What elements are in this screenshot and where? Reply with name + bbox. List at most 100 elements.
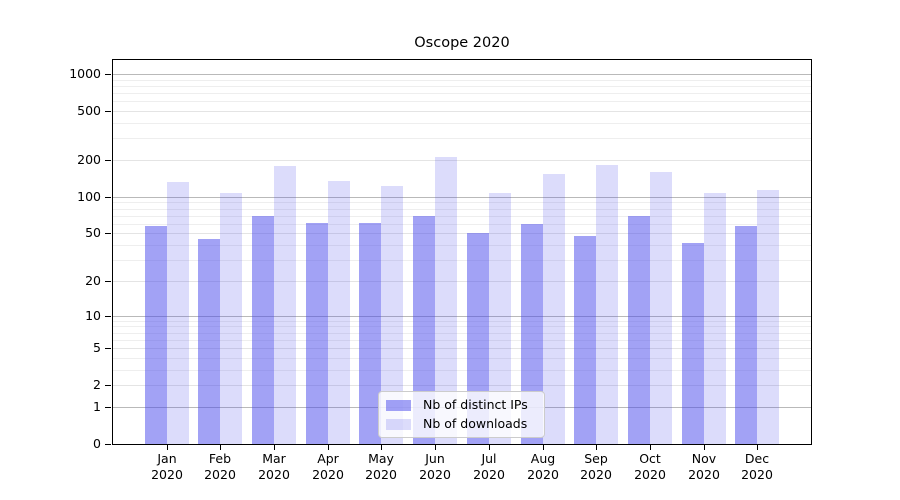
bar-distinct-ips-dec-2020 — [735, 226, 757, 444]
x-tick-jun-2020 — [435, 445, 436, 450]
gridline-100 — [113, 197, 811, 198]
x-label-jan-2020: Jan 2020 — [151, 451, 183, 482]
bar-downloads-apr-2020 — [328, 181, 350, 444]
gridline-minor-700 — [113, 93, 811, 94]
y-tick-1 — [105, 407, 111, 408]
x-tick-mar-2020 — [274, 445, 275, 450]
bar-distinct-ips-feb-2020 — [198, 239, 220, 444]
x-label-may-2020: May 2020 — [365, 451, 397, 482]
bar-downloads-feb-2020 — [220, 193, 242, 444]
gridline-1000 — [113, 74, 811, 75]
x-label-mar-2020: Mar 2020 — [258, 451, 290, 482]
gridline-minor-80 — [113, 209, 811, 210]
y-tick-0 — [105, 444, 111, 445]
gridline-minor-40 — [113, 245, 811, 246]
gridline-20 — [113, 281, 811, 282]
bar-downloads-may-2020 — [381, 186, 403, 444]
legend-label-distinct-ips: Nb of distinct IPs — [423, 397, 528, 412]
y-tick-1000 — [105, 74, 111, 75]
bar-distinct-ips-apr-2020 — [306, 223, 328, 444]
x-label-feb-2020: Feb 2020 — [204, 451, 236, 482]
gridline-200 — [113, 160, 811, 161]
gridline-minor-60 — [113, 224, 811, 225]
x-label-oct-2020: Oct 2020 — [634, 451, 666, 482]
gridline-minor-30 — [113, 260, 811, 261]
gridline-minor-800 — [113, 86, 811, 87]
legend-swatch-downloads-icon — [386, 418, 411, 430]
x-tick-apr-2020 — [328, 445, 329, 450]
gridline-minor-600 — [113, 101, 811, 102]
gridline-minor-400 — [113, 123, 811, 124]
bar-distinct-ips-jun-2020 — [413, 216, 435, 444]
x-tick-jan-2020 — [167, 445, 168, 450]
gridline-minor-70 — [113, 216, 811, 217]
x-tick-jul-2020 — [489, 445, 490, 450]
gridline-minor-900 — [113, 80, 811, 81]
y-tick-label-2: 2 — [93, 377, 101, 392]
x-label-jul-2020: Jul 2020 — [473, 451, 505, 482]
gridline-50 — [113, 233, 811, 234]
y-tick-label-10: 10 — [85, 308, 101, 323]
x-tick-aug-2020 — [543, 445, 544, 450]
gridline-minor-7 — [113, 333, 811, 334]
bar-downloads-mar-2020 — [274, 166, 296, 444]
legend: Nb of distinct IPs Nb of downloads — [378, 391, 545, 438]
bar-downloads-oct-2020 — [650, 172, 672, 444]
bar-distinct-ips-oct-2020 — [628, 216, 650, 444]
y-tick-200 — [105, 160, 111, 161]
x-tick-nov-2020 — [704, 445, 705, 450]
gridline-minor-300 — [113, 138, 811, 139]
bar-distinct-ips-may-2020 — [359, 223, 381, 444]
gridline-500 — [113, 111, 811, 112]
x-label-aug-2020: Aug 2020 — [527, 451, 559, 482]
y-tick-10 — [105, 316, 111, 317]
gridline-minor-6 — [113, 340, 811, 341]
y-tick-label-20: 20 — [85, 273, 101, 288]
bar-distinct-ips-aug-2020 — [521, 224, 543, 444]
gridline-5 — [113, 348, 811, 349]
bar-downloads-dec-2020 — [757, 190, 779, 444]
gridline-minor-4 — [113, 358, 811, 359]
gridline-minor-8 — [113, 326, 811, 327]
bar-downloads-jun-2020 — [435, 157, 457, 444]
y-tick-label-100: 100 — [77, 189, 101, 204]
bar-downloads-aug-2020 — [543, 174, 565, 444]
x-tick-feb-2020 — [220, 445, 221, 450]
gridline-10 — [113, 316, 811, 317]
y-tick-100 — [105, 197, 111, 198]
x-tick-dec-2020 — [757, 445, 758, 450]
chart-title: Oscope 2020 — [414, 35, 510, 51]
x-tick-may-2020 — [381, 445, 382, 450]
y-tick-label-0: 0 — [93, 436, 101, 451]
y-tick-label-1000: 1000 — [69, 66, 101, 81]
plot-area: Nb of distinct IPs Nb of downloads — [112, 59, 812, 445]
bar-downloads-nov-2020 — [704, 193, 726, 444]
gridline-2 — [113, 385, 811, 386]
x-label-apr-2020: Apr 2020 — [312, 451, 344, 482]
y-tick-label-5: 5 — [93, 340, 101, 355]
x-label-sep-2020: Sep 2020 — [580, 451, 612, 482]
bar-downloads-sep-2020 — [596, 165, 618, 444]
y-tick-20 — [105, 281, 111, 282]
x-label-dec-2020: Dec 2020 — [741, 451, 773, 482]
y-tick-label-200: 200 — [77, 152, 101, 167]
gridline-minor-3 — [113, 370, 811, 371]
legend-row-downloads: Nb of downloads — [386, 416, 537, 432]
bar-distinct-ips-mar-2020 — [252, 216, 274, 444]
legend-label-downloads: Nb of downloads — [423, 416, 528, 431]
y-tick-label-1: 1 — [93, 399, 101, 414]
gridline-minor-90 — [113, 202, 811, 203]
gridline-minor-9 — [113, 321, 811, 322]
bar-downloads-jul-2020 — [489, 193, 511, 444]
y-tick-50 — [105, 233, 111, 234]
bar-distinct-ips-nov-2020 — [682, 243, 704, 444]
x-label-nov-2020: Nov 2020 — [688, 451, 720, 482]
y-tick-5 — [105, 348, 111, 349]
x-label-jun-2020: Jun 2020 — [419, 451, 451, 482]
y-tick-2 — [105, 385, 111, 386]
x-tick-oct-2020 — [650, 445, 651, 450]
legend-swatch-distinct-ips-icon — [386, 399, 411, 411]
y-tick-500 — [105, 111, 111, 112]
bar-downloads-jan-2020 — [167, 182, 189, 444]
